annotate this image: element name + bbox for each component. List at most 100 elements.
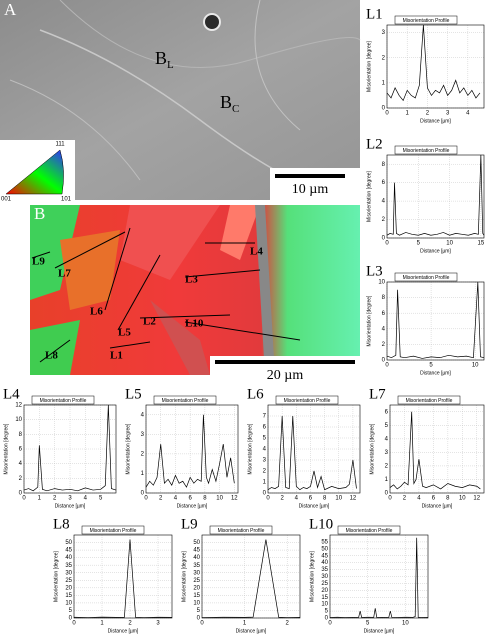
y-tick-label: 2 bbox=[263, 469, 267, 475]
y-axis-label: Misorientation [degree] bbox=[366, 295, 372, 346]
chart-title: L5 bbox=[125, 386, 142, 402]
line-label: L2 bbox=[143, 316, 156, 328]
plot-frame bbox=[386, 281, 485, 361]
y-tick-label: 10 bbox=[65, 600, 72, 606]
chart-background bbox=[244, 385, 366, 515]
chart-background bbox=[178, 515, 306, 640]
x-tick-label: 10 bbox=[402, 621, 409, 627]
y-tick-label: 35 bbox=[65, 563, 72, 569]
legend-box bbox=[394, 145, 458, 155]
y-tick-label: 5 bbox=[197, 608, 201, 614]
y-tick-label: 5 bbox=[263, 436, 267, 442]
x-axis-label: Distance [µm] bbox=[177, 503, 208, 509]
x-tick-label: 12 bbox=[350, 496, 357, 502]
x-tick-label: 2 bbox=[159, 496, 163, 502]
y-tick-label: 0 bbox=[382, 358, 386, 364]
y-axis-label: Misorientation [degree] bbox=[181, 550, 187, 601]
y-tick-label: 50 bbox=[321, 546, 328, 552]
x-tick-label: 4 bbox=[174, 496, 178, 502]
legend-label: Misorientation Profile bbox=[162, 398, 209, 404]
y-tick-label: 0 bbox=[382, 106, 386, 112]
chart-title: L2 bbox=[366, 136, 383, 152]
key-label: 001 bbox=[1, 197, 12, 203]
profile-line bbox=[386, 154, 485, 236]
grain-label: BC bbox=[220, 92, 239, 114]
x-tick-label: 2 bbox=[128, 621, 132, 627]
y-axis-label: Misorientation [degree] bbox=[366, 40, 372, 91]
x-tick-label: 1 bbox=[406, 111, 410, 117]
y-tick-label: 40 bbox=[321, 560, 328, 566]
y-tick-label: 4 bbox=[141, 412, 145, 418]
chart: L3 Misorientation Profile 0 2 4 6 8 10 0 5 10 Dista… bbox=[363, 262, 490, 382]
plot-frame bbox=[267, 404, 361, 494]
chart-title: L4 bbox=[3, 386, 20, 402]
y-tick-label: 40 bbox=[65, 555, 72, 561]
x-tick-label: 0 bbox=[144, 496, 148, 502]
legend-box bbox=[275, 395, 339, 405]
profile-line bbox=[73, 539, 173, 618]
y-tick-label: 8 bbox=[382, 295, 386, 301]
y-tick-label: 10 bbox=[378, 280, 385, 286]
panel-label: A bbox=[4, 0, 17, 19]
y-tick-label: 45 bbox=[321, 553, 328, 559]
color-key: 111 001 101 bbox=[0, 140, 75, 203]
legend-box bbox=[31, 395, 95, 405]
y-tick-label: 3 bbox=[382, 30, 386, 36]
chart-background bbox=[366, 385, 490, 515]
legend-label: Misorientation Profile bbox=[406, 398, 453, 404]
x-tick-label: 10 bbox=[216, 496, 223, 502]
chart-background bbox=[0, 385, 122, 515]
legend-label: Misorientation Profile bbox=[403, 18, 450, 24]
chart-background bbox=[306, 515, 434, 640]
x-tick-label: 1 bbox=[38, 496, 42, 502]
x-tick-label: 5 bbox=[99, 496, 103, 502]
y-axis-label: Misorientation [degree] bbox=[309, 550, 315, 601]
chart: L8 Misorientation Profile0510152025303540… bbox=[50, 515, 178, 640]
chart: L1 Misorientation Profile 0 1 2 3 0 1 2 3 4 Distanc… bbox=[363, 5, 490, 130]
x-tick-label: 3 bbox=[68, 496, 72, 502]
y-tick-label: 0 bbox=[385, 491, 389, 497]
scale-bar-label: 10 µm bbox=[292, 182, 329, 197]
y-tick-label: 3 bbox=[141, 432, 145, 438]
y-tick-label: 55 bbox=[321, 539, 328, 545]
x-tick-label: 4 bbox=[417, 496, 421, 502]
x-tick-label: 2 bbox=[286, 621, 290, 627]
x-tick-label: 15 bbox=[478, 241, 485, 247]
x-axis-label: Distance [µm] bbox=[420, 370, 451, 376]
legend-label: Misorientation Profile bbox=[218, 528, 265, 534]
x-tick-label: 12 bbox=[473, 496, 480, 502]
x-tick-label: 10 bbox=[472, 363, 479, 369]
key-label: 101 bbox=[61, 197, 72, 203]
line-label: L6 bbox=[90, 306, 103, 318]
chart-title: L7 bbox=[369, 386, 386, 402]
y-tick-label: 4 bbox=[382, 199, 386, 205]
y-tick-label: 5 bbox=[325, 609, 329, 615]
x-axis-label: Distance [µm] bbox=[236, 628, 267, 634]
plot-frame bbox=[23, 404, 117, 494]
x-tick-label: 8 bbox=[446, 496, 450, 502]
profile-line bbox=[386, 281, 485, 359]
y-tick-label: 45 bbox=[65, 548, 72, 554]
x-tick-label: 0 bbox=[22, 496, 26, 502]
y-tick-label: 25 bbox=[193, 578, 200, 584]
y-tick-label: 6 bbox=[382, 180, 386, 186]
y-tick-label: 12 bbox=[15, 403, 22, 409]
x-axis-label: Distance [µm] bbox=[420, 248, 451, 254]
x-axis-label: Distance [µm] bbox=[420, 118, 451, 124]
profile-line bbox=[23, 404, 117, 492]
x-axis-label: Distance [µm] bbox=[422, 503, 453, 509]
plot-frame bbox=[386, 154, 485, 239]
x-tick-label: 2 bbox=[280, 496, 284, 502]
line-label: L10 bbox=[185, 318, 204, 330]
x-tick-label: 8 bbox=[203, 496, 207, 502]
legend-label: Misorientation Profile bbox=[40, 398, 87, 404]
y-tick-label: 40 bbox=[193, 555, 200, 561]
y-tick-label: 3 bbox=[263, 458, 267, 464]
y-tick-label: 10 bbox=[321, 602, 328, 608]
x-tick-label: 3 bbox=[156, 621, 160, 627]
y-tick-label: 1 bbox=[263, 480, 267, 486]
legend-box bbox=[209, 525, 273, 535]
panel-label: B bbox=[34, 204, 45, 223]
